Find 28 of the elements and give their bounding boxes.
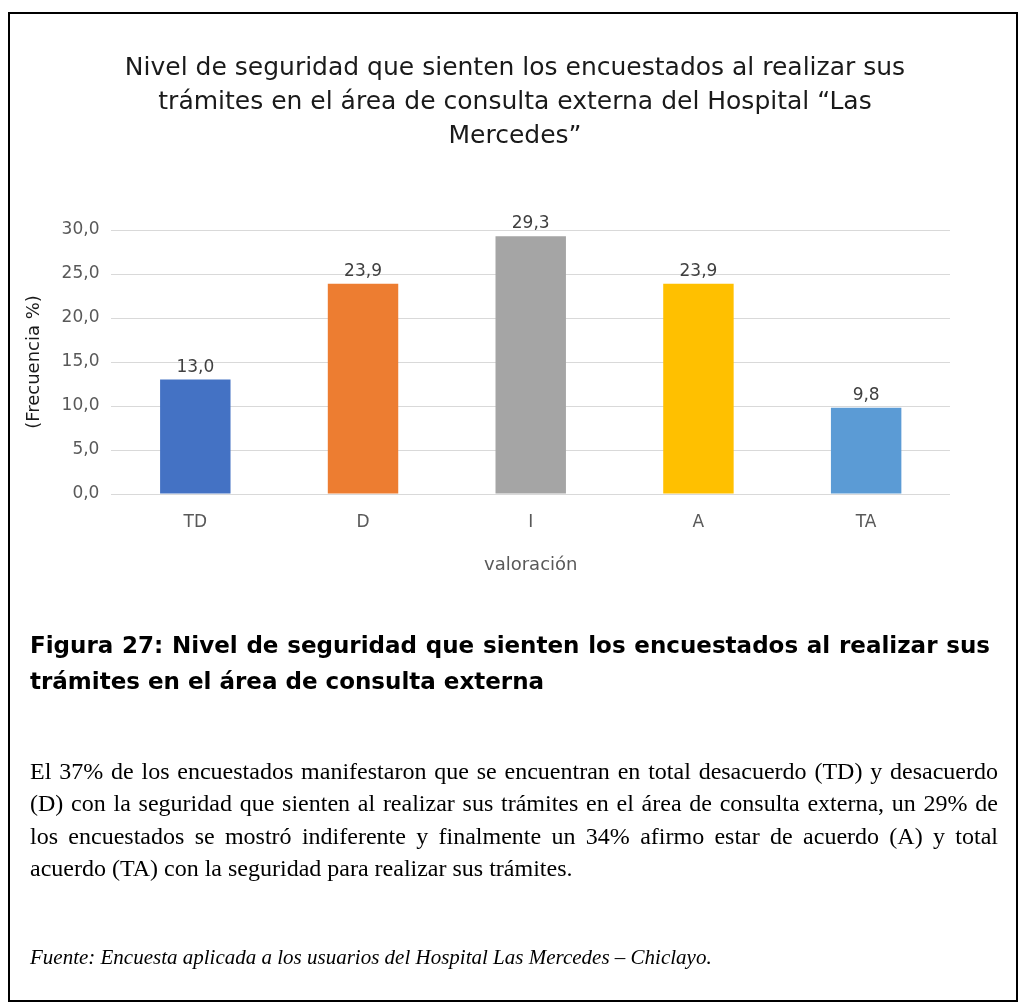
data-label: 29,3 [511, 212, 550, 233]
data-label: 13,0 [176, 355, 215, 376]
bar [663, 283, 734, 494]
source-note: Fuente: Encuesta aplicada a los usuarios del Hospital Las Mercedes – Chiclayo. [30, 945, 713, 970]
y-axis-title: (Frecuencia %) [22, 295, 44, 429]
x-tick-label: A [692, 510, 705, 531]
bar [495, 236, 566, 494]
data-label: 23,9 [679, 259, 718, 280]
y-tick-label: 20,0 [61, 306, 100, 327]
y-tick-label: 10,0 [61, 394, 100, 415]
x-tick-label: I [528, 510, 534, 531]
bar [830, 407, 902, 494]
bar [327, 283, 399, 494]
y-tick-label: 0,0 [72, 482, 100, 503]
y-tick-label: 15,0 [61, 350, 100, 371]
y-tick-label: 30,0 [61, 218, 100, 239]
text: El 37% de los encuestados manifestaron que se encuentran en total desacuerdo (TD) y desacuerdo (D) con la seguridad que sienten al realizar sus trámites en el área de consulta externa, un 29% de los encuestados se mostró indiferente y finalmente un 34% afirmo estar de acuerdo (A) y total acuerdo (TA) con la seguridad para realizar sus trámites. [30, 757, 998, 884]
x-axis-title: valoración [484, 552, 578, 574]
y-tick-label: 5,0 [72, 438, 100, 459]
chart-title: Nivel de seguridad que sienten los encuestados al realizar sus trámites en el área de consulta externa del Hospital “Las Mercedes” [123, 51, 907, 151]
data-label: 9,8 [852, 383, 880, 404]
x-tick-label: D [356, 510, 370, 531]
text: Figura 27: Nivel de seguridad que sienten los encuestados al realizar sus trámites en el área de consulta externa [30, 631, 990, 696]
y-tick-label: 25,0 [61, 262, 100, 283]
data-label: 23,9 [344, 259, 382, 280]
bar [160, 379, 231, 494]
x-tick-label: TD [182, 510, 208, 531]
x-tick-label: TA [854, 510, 877, 531]
